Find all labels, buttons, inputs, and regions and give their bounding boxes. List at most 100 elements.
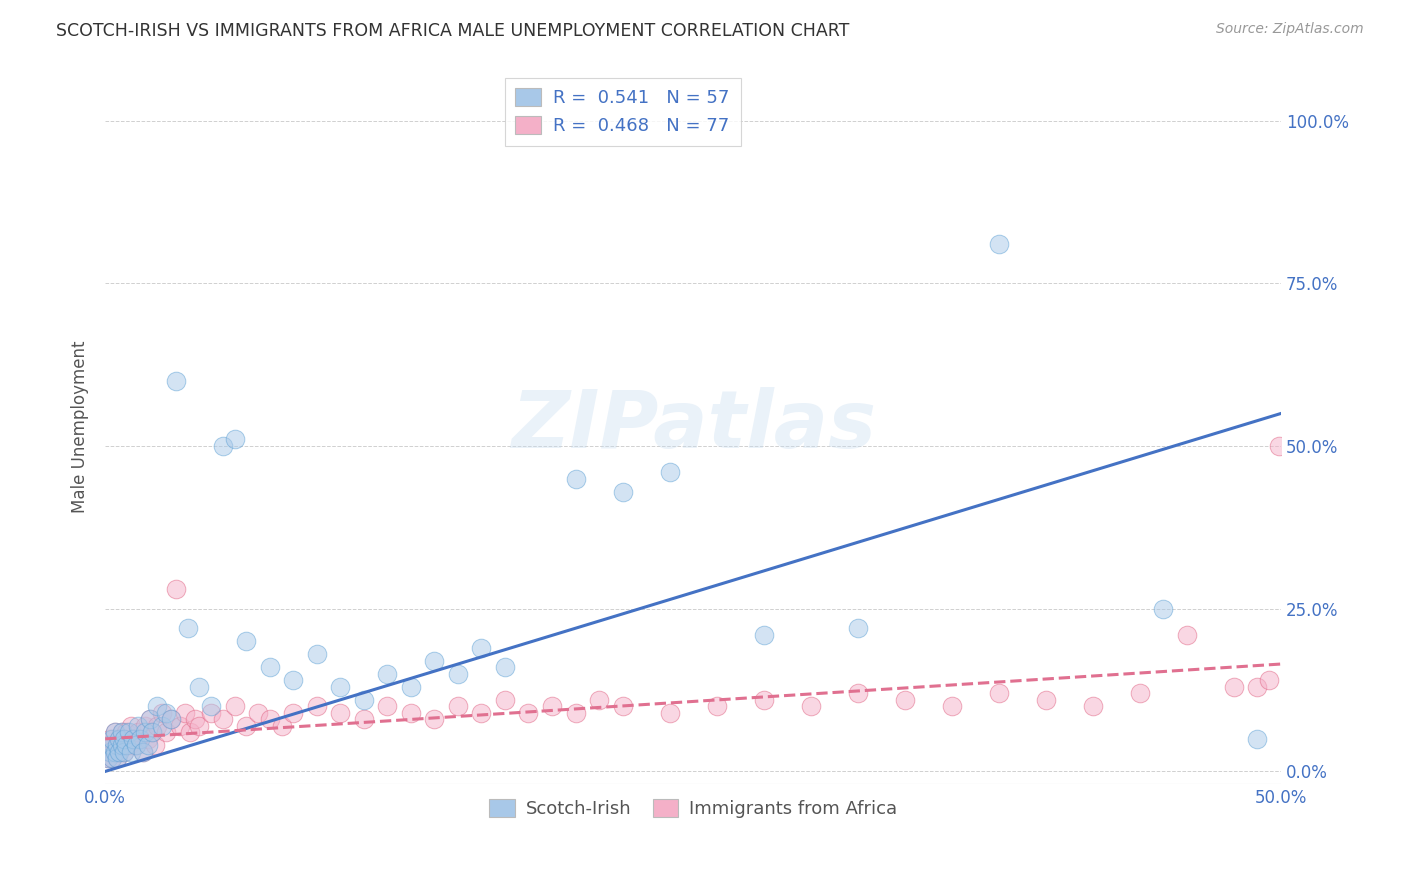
Point xyxy=(160,712,183,726)
Point xyxy=(399,706,422,720)
Point xyxy=(155,706,177,720)
Point xyxy=(136,731,159,746)
Point xyxy=(270,719,292,733)
Point xyxy=(104,725,127,739)
Point xyxy=(224,433,246,447)
Point xyxy=(134,719,156,733)
Point xyxy=(111,739,134,753)
Point xyxy=(588,693,610,707)
Point xyxy=(353,693,375,707)
Point xyxy=(98,745,121,759)
Point xyxy=(1152,601,1174,615)
Point xyxy=(165,374,187,388)
Point xyxy=(247,706,270,720)
Point xyxy=(658,706,681,720)
Point xyxy=(150,719,173,733)
Point xyxy=(104,745,127,759)
Point xyxy=(612,699,634,714)
Point xyxy=(494,660,516,674)
Point xyxy=(112,731,135,746)
Point xyxy=(305,699,328,714)
Point xyxy=(353,712,375,726)
Point xyxy=(706,699,728,714)
Point xyxy=(541,699,564,714)
Point xyxy=(224,699,246,714)
Point xyxy=(120,719,142,733)
Point xyxy=(134,725,156,739)
Point xyxy=(329,706,352,720)
Point xyxy=(101,731,124,746)
Point xyxy=(132,745,155,759)
Point xyxy=(517,706,540,720)
Point xyxy=(118,739,141,753)
Point xyxy=(122,731,145,746)
Text: ZIPatlas: ZIPatlas xyxy=(510,387,876,466)
Point xyxy=(127,725,149,739)
Point xyxy=(987,237,1010,252)
Point xyxy=(447,699,470,714)
Point xyxy=(846,686,869,700)
Point xyxy=(129,731,152,746)
Point xyxy=(139,712,162,726)
Point xyxy=(283,673,305,688)
Point xyxy=(494,693,516,707)
Point xyxy=(752,693,775,707)
Point xyxy=(399,680,422,694)
Point xyxy=(105,739,128,753)
Point xyxy=(98,745,121,759)
Point xyxy=(125,739,148,753)
Point xyxy=(179,725,201,739)
Point xyxy=(1267,439,1289,453)
Point xyxy=(101,751,124,765)
Point xyxy=(101,739,124,753)
Point xyxy=(283,706,305,720)
Point xyxy=(176,621,198,635)
Point xyxy=(111,725,134,739)
Point xyxy=(108,745,131,759)
Point xyxy=(235,634,257,648)
Point xyxy=(1081,699,1104,714)
Point xyxy=(564,471,586,485)
Y-axis label: Male Unemployment: Male Unemployment xyxy=(72,340,89,513)
Point xyxy=(987,686,1010,700)
Point xyxy=(120,745,142,759)
Point xyxy=(115,739,138,753)
Point xyxy=(104,745,127,759)
Point xyxy=(129,731,152,746)
Point xyxy=(98,731,121,746)
Point xyxy=(118,725,141,739)
Point xyxy=(125,739,148,753)
Point xyxy=(97,751,120,765)
Point xyxy=(169,719,191,733)
Point xyxy=(305,647,328,661)
Text: SCOTCH-IRISH VS IMMIGRANTS FROM AFRICA MALE UNEMPLOYMENT CORRELATION CHART: SCOTCH-IRISH VS IMMIGRANTS FROM AFRICA M… xyxy=(56,22,849,40)
Point xyxy=(150,706,173,720)
Point xyxy=(183,712,205,726)
Point xyxy=(200,699,222,714)
Point xyxy=(101,751,124,765)
Point xyxy=(1035,693,1057,707)
Point xyxy=(146,719,169,733)
Point xyxy=(188,680,211,694)
Point xyxy=(97,751,120,765)
Point xyxy=(111,725,134,739)
Point xyxy=(136,739,159,753)
Point xyxy=(612,484,634,499)
Legend: Scotch-Irish, Immigrants from Africa: Scotch-Irish, Immigrants from Africa xyxy=(482,792,904,825)
Point xyxy=(112,745,135,759)
Point xyxy=(105,739,128,753)
Point xyxy=(165,582,187,597)
Point xyxy=(141,725,163,739)
Point xyxy=(259,712,281,726)
Point xyxy=(160,712,183,726)
Point xyxy=(146,699,169,714)
Point xyxy=(211,712,233,726)
Point xyxy=(122,731,145,746)
Point xyxy=(1258,673,1281,688)
Point xyxy=(97,739,120,753)
Point xyxy=(1246,680,1268,694)
Point xyxy=(111,739,134,753)
Point xyxy=(143,739,166,753)
Point xyxy=(132,745,155,759)
Point xyxy=(564,706,586,720)
